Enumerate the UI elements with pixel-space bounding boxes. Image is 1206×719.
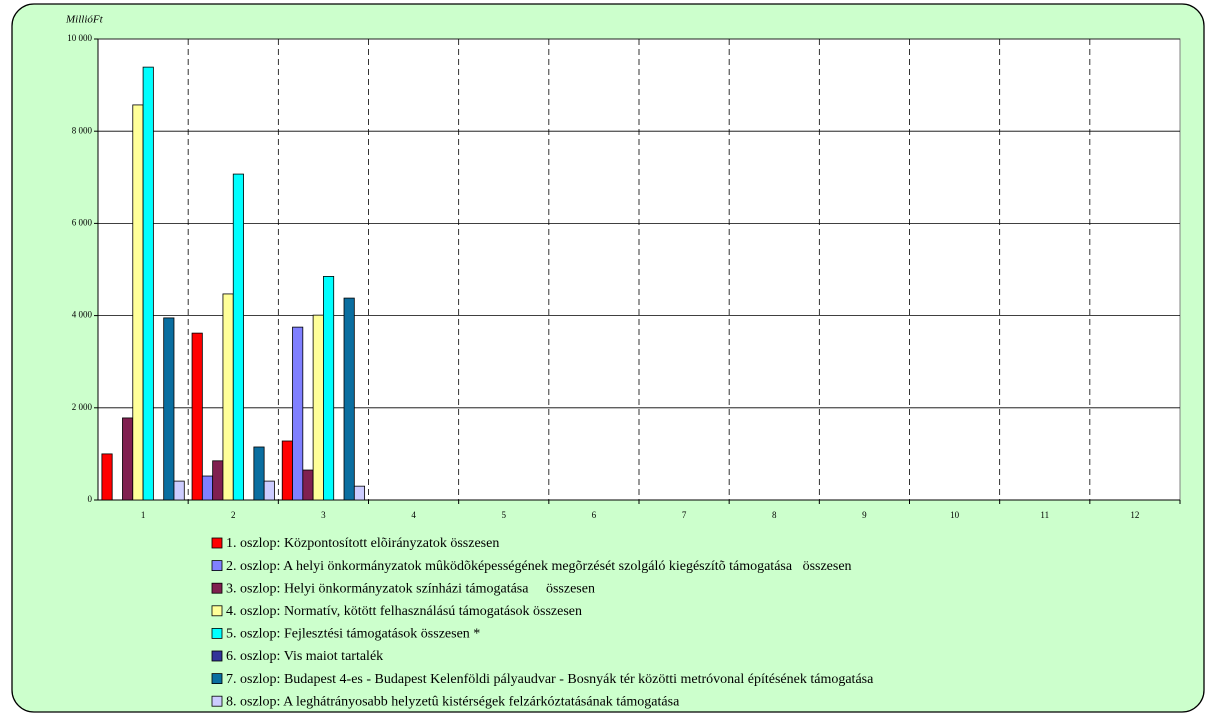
legend-label: 5. oszlop: Fejlesztési támogatások össze… [226,627,480,642]
bar [292,326,304,501]
bar [173,480,185,501]
legend-swatch [211,605,223,617]
bar [122,417,134,501]
x-tick-label: 5 [502,510,507,520]
bar [212,460,224,501]
legend-swatch [211,673,223,684]
legend-label: 4. oszlop: Normatív, kötött felhasználás… [226,604,582,619]
bar [302,469,314,501]
bar [281,440,293,501]
x-tick-label: 1 [141,510,146,520]
legend-swatch [211,537,223,549]
legend-label: 8. oszlop: A leghátrányosabb helyzetû ki… [226,694,680,709]
legend-label: 2. oszlop: A helyi önkormányzatok mûködõ… [226,559,852,574]
bar [191,332,203,501]
legend-swatch [211,560,223,571]
y-tick-label: 6 000 [72,217,93,227]
y-tick-label: 8 000 [72,125,93,135]
x-tick-label: 12 [1130,510,1139,520]
y-tick-label: 0 [88,494,93,504]
x-tick-label: 11 [1040,510,1049,520]
legend-label: 6. oszlop: Vis maiot tartalék [226,649,383,664]
bar [201,475,214,501]
x-tick-label: 9 [862,510,867,520]
bar [132,104,144,501]
x-tick-label: 8 [772,510,777,520]
bar [323,276,335,501]
legend-swatch [211,650,223,662]
x-tick-label: 4 [411,510,416,520]
x-tick-label: 10 [950,510,960,520]
legend-swatch [211,628,223,639]
bar [312,314,324,501]
bar [142,66,154,501]
x-tick-label: 6 [592,510,597,520]
legend-label: 1. oszlop: Központosított elõirányzatok … [226,536,499,551]
x-tick-label: 3 [321,510,326,520]
legend-swatch [211,582,223,594]
y-tick-label: 10 000 [67,33,92,43]
legend-label: 7. oszlop: Budapest 4-es - Budapest Kele… [226,672,874,687]
bar [253,446,265,501]
bar [263,480,275,501]
x-tick-label: 2 [231,510,236,520]
y-tick-label: 4 000 [72,310,93,320]
x-tick-label: 7 [682,510,687,520]
legend-swatch [211,695,223,707]
y-tick-label: 2 000 [72,402,93,412]
bar [343,297,355,501]
bar [101,453,113,501]
bar [163,317,175,501]
bar [222,293,234,501]
legend-label: 3. oszlop: Helyi önkormányzatok színházi… [226,581,595,596]
y-axis-label: MillióFt [65,14,104,26]
bar [232,173,244,501]
bar [353,485,366,501]
